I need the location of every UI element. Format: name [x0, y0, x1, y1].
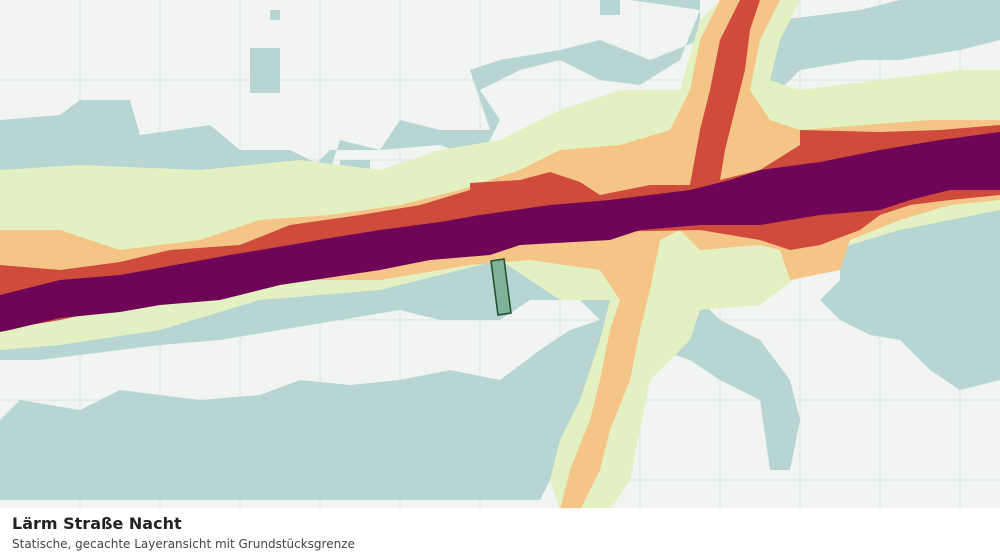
noise-extreme: [0, 132, 1000, 332]
noise-low: [0, 0, 1000, 500]
caption-panel: Lärm Straße Nacht Statische, gecachte La…: [0, 508, 1000, 560]
noise-high: [0, 0, 1000, 510]
parcel-boundary[interactable]: [490, 258, 512, 316]
caption-subtitle: Statische, gecachte Layeransicht mit Gru…: [12, 537, 355, 551]
caption-title: Lärm Straße Nacht: [12, 514, 182, 533]
noise-very-high: [0, 0, 1000, 330]
